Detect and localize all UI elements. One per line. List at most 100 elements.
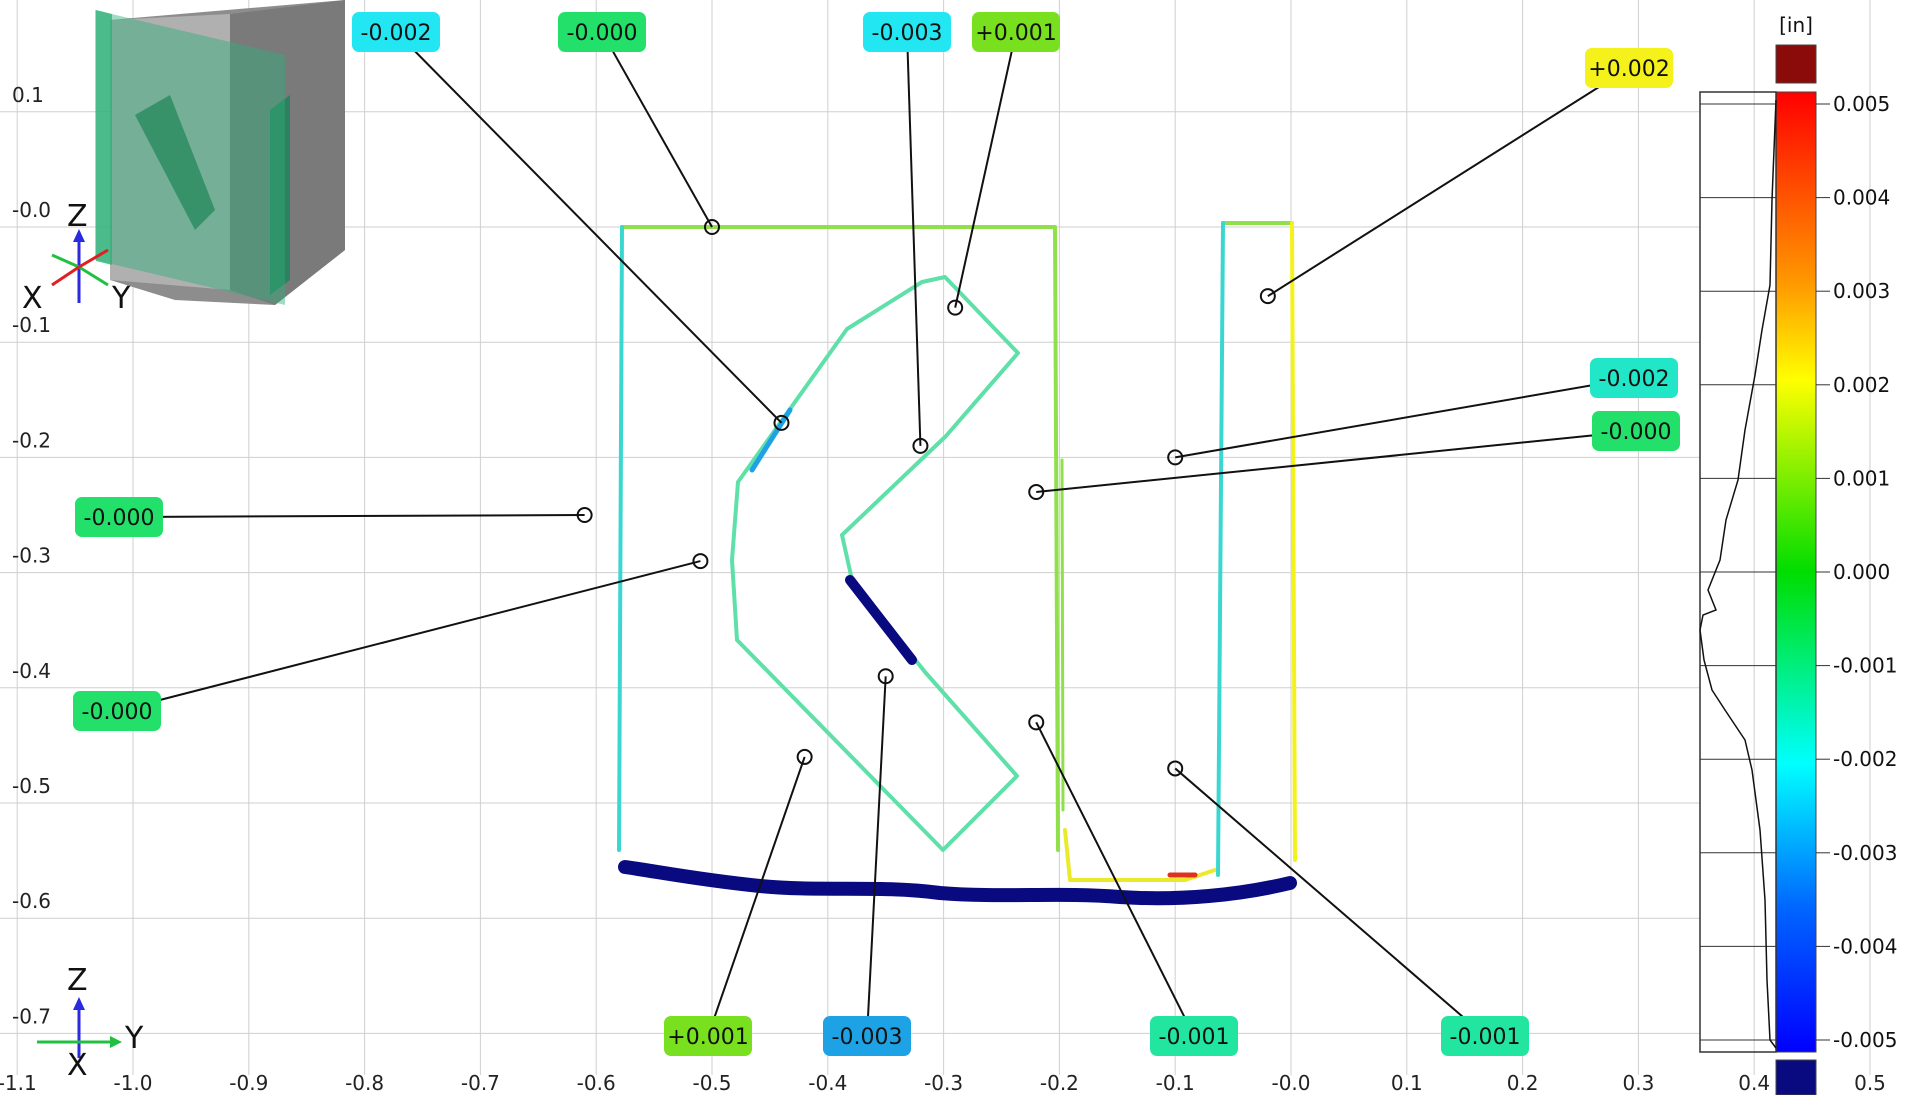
callout-leader — [906, 31, 922, 446]
x-tick-label: -0.0 — [1271, 1071, 1310, 1095]
x-axis-ticks: -1.1 -1.0 -0.9 -0.8 -0.7 -0.6 -0.5 -0.4 -0.3 -0.2… — [0, 1071, 1886, 1095]
callout-anchor — [1167, 760, 1184, 777]
callout-leader — [1035, 721, 1195, 1037]
section-outline — [617, 221, 1297, 906]
x-tick-label: -0.3 — [924, 1071, 963, 1095]
x-tick-label: -0.2 — [1040, 1071, 1079, 1095]
callout-value: -0.000 — [82, 700, 153, 725]
callout-anchor — [796, 748, 813, 765]
callout-leader — [1175, 377, 1635, 459]
deviation-callout[interactable]: +0.001 — [947, 12, 1060, 316]
x-tick-label: -0.8 — [345, 1071, 384, 1095]
callout-value: -0.002 — [1599, 367, 1670, 392]
scale-tick-label: -0.004 — [1833, 934, 1897, 958]
deviation-callout[interactable]: -0.002 — [1167, 358, 1678, 466]
callout-box — [1150, 1016, 1238, 1056]
x-tick-label: 0.3 — [1622, 1071, 1654, 1095]
callout-anchor — [1167, 449, 1184, 466]
callout-leader — [1174, 767, 1486, 1037]
callout-value: +0.001 — [975, 21, 1056, 46]
callout-anchor — [1028, 483, 1045, 500]
color-scale-unit: [in] — [1779, 13, 1813, 37]
y-tick-label: -0.3 — [12, 544, 51, 568]
y-tick-label: -0.6 — [12, 889, 51, 913]
callout-leader — [1036, 430, 1637, 493]
deviation-callout[interactable]: -0.001 — [1028, 714, 1238, 1056]
scale-tick-label: 0.004 — [1833, 186, 1890, 210]
x-tick-label: 0.4 — [1738, 1071, 1770, 1095]
callout-anchor — [1028, 714, 1045, 731]
callout-leader — [707, 756, 806, 1037]
y-tick-label: -0.1 — [12, 313, 51, 337]
callout-value: +0.002 — [1588, 57, 1669, 82]
callout-box — [73, 691, 161, 731]
deviation-callout[interactable]: -0.002 — [352, 12, 790, 431]
y-axis-ticks: 0.1 -0.0 -0.1 -0.2 -0.3 -0.4 -0.5 -0.6 -0.7 — [12, 83, 51, 1029]
callout-value: -0.003 — [832, 1025, 903, 1050]
callout-value: -0.003 — [872, 21, 943, 46]
callout-box — [823, 1016, 911, 1056]
y-tick-label: -0.4 — [12, 659, 51, 683]
deviation-callout[interactable]: -0.000 — [558, 12, 720, 235]
y-tick-label: 0.1 — [12, 83, 44, 107]
callout-leader — [954, 31, 1017, 308]
y-tick-label: -0.7 — [12, 1004, 51, 1028]
scale-tick-label: 0.000 — [1833, 560, 1890, 584]
callout-anchor — [576, 507, 593, 523]
callout-box — [664, 1016, 752, 1056]
orientation-triad-top: Z X Y — [22, 199, 131, 316]
histogram-curve — [1699, 99, 1777, 1049]
deviation-callout[interactable]: +0.001 — [664, 748, 813, 1056]
deviation-callouts: -0.002 -0.000 -0.003 +0.001 +0.002 -0.002 -0.0… — [73, 12, 1680, 1056]
callout-value: +0.001 — [667, 1025, 748, 1050]
deviation-callout[interactable]: -0.003 — [863, 12, 951, 454]
callout-value: -0.000 — [84, 506, 155, 531]
deviation-callout[interactable]: -0.001 — [1167, 760, 1529, 1056]
deviation-callout[interactable]: -0.000 — [1028, 411, 1680, 500]
callout-anchor — [947, 299, 964, 316]
grid — [0, 0, 1871, 1075]
deviation-callout[interactable]: +0.002 — [1259, 48, 1673, 305]
callout-box — [1590, 358, 1678, 398]
scale-tick-label: 0.002 — [1833, 373, 1890, 397]
x-tick-label: -0.7 — [461, 1071, 500, 1095]
callout-box — [75, 497, 163, 537]
callout-box — [863, 12, 951, 52]
orientation-triad-bottom: Z Y X — [37, 963, 144, 1083]
callout-box — [558, 12, 646, 52]
x-tick-label: -0.4 — [808, 1071, 847, 1095]
deviation-callout[interactable]: -0.003 — [823, 668, 911, 1056]
deviation-callout[interactable]: -0.000 — [73, 553, 709, 731]
x-tick-label: 0.5 — [1854, 1071, 1886, 1095]
x-tick-label: -0.5 — [692, 1071, 731, 1095]
triad-top-z-label: Z — [67, 199, 88, 234]
callout-anchor — [692, 553, 709, 570]
part-preview-thumbnail — [95, 0, 345, 305]
scale-tick-label: -0.001 — [1833, 654, 1897, 678]
y-tick-label: -0.5 — [12, 774, 51, 798]
color-gradient-bar — [1775, 91, 1817, 1053]
callout-anchor — [877, 668, 894, 685]
deviation-callout[interactable]: -0.000 — [75, 497, 593, 537]
callout-value: -0.001 — [1450, 1025, 1521, 1050]
callout-leader — [116, 560, 701, 712]
callout-box — [1441, 1016, 1529, 1056]
x-tick-label: -0.9 — [229, 1071, 268, 1095]
scale-tick-label: 0.003 — [1833, 279, 1890, 303]
y-tick-label: -0.0 — [12, 198, 51, 222]
callout-anchor — [1259, 288, 1276, 305]
callout-leader — [1267, 67, 1630, 297]
scale-tick-label: -0.005 — [1833, 1028, 1897, 1052]
color-scale: [in] 0.005 0.004 0.003 0.002 0.001 0.000 -0.00… — [1699, 13, 1897, 1095]
scale-tick-label: 0.001 — [1833, 466, 1890, 490]
callout-leader — [395, 31, 783, 424]
callout-box — [352, 12, 440, 52]
callout-box — [972, 12, 1060, 52]
scale-tick-label: 0.005 — [1833, 92, 1890, 116]
callout-leader — [601, 31, 713, 228]
callout-value: -0.001 — [1159, 1025, 1230, 1050]
callout-box — [1592, 411, 1680, 451]
callout-leader — [118, 514, 585, 518]
x-tick-label: 0.2 — [1507, 1071, 1539, 1095]
